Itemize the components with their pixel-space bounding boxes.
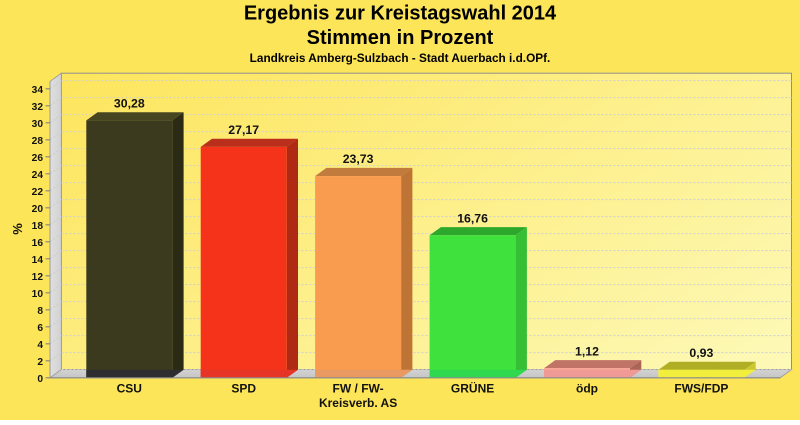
svg-text:10: 10 — [32, 289, 44, 300]
svg-text:34: 34 — [32, 85, 44, 96]
svg-text:28: 28 — [32, 136, 44, 147]
svg-text:32: 32 — [32, 102, 44, 113]
svg-text:12: 12 — [32, 272, 44, 283]
svg-text:14: 14 — [32, 255, 44, 266]
svg-text:0: 0 — [37, 374, 43, 385]
svg-text:SPD: SPD — [231, 381, 256, 395]
svg-text:16: 16 — [32, 238, 44, 249]
svg-text:24: 24 — [32, 170, 44, 181]
svg-text:20: 20 — [32, 204, 44, 215]
svg-text:1,12: 1,12 — [575, 344, 599, 358]
svg-text:2: 2 — [37, 357, 43, 368]
svg-text:16,76: 16,76 — [457, 211, 488, 225]
svg-text:8: 8 — [37, 306, 43, 317]
svg-text:FWS/FDP: FWS/FDP — [674, 381, 728, 395]
svg-text:GRÜNE: GRÜNE — [451, 380, 494, 395]
svg-text:ödp: ödp — [576, 381, 598, 395]
svg-text:FW / FW-: FW / FW- — [333, 381, 384, 395]
svg-text:18: 18 — [32, 221, 44, 232]
svg-text:30,28: 30,28 — [114, 96, 145, 110]
svg-text:Kreisverb. AS: Kreisverb. AS — [319, 396, 397, 410]
svg-text:27,17: 27,17 — [228, 123, 259, 137]
svg-text:30: 30 — [32, 119, 44, 130]
svg-text:22: 22 — [32, 187, 44, 198]
svg-text:26: 26 — [32, 153, 44, 164]
svg-text:0,93: 0,93 — [689, 346, 713, 360]
svg-text:Stimmen in Prozent: Stimmen in Prozent — [307, 27, 494, 49]
svg-text:CSU: CSU — [117, 381, 142, 395]
svg-text:Ergebnis zur Kreistagswahl 201: Ergebnis zur Kreistagswahl 2014 — [244, 3, 557, 25]
svg-text:Landkreis Amberg-Sulzbach - St: Landkreis Amberg-Sulzbach - Stadt Auerba… — [250, 51, 551, 65]
svg-text:23,73: 23,73 — [343, 152, 374, 166]
svg-text:%: % — [10, 223, 25, 235]
svg-text:4: 4 — [37, 340, 43, 351]
svg-text:6: 6 — [37, 323, 43, 334]
